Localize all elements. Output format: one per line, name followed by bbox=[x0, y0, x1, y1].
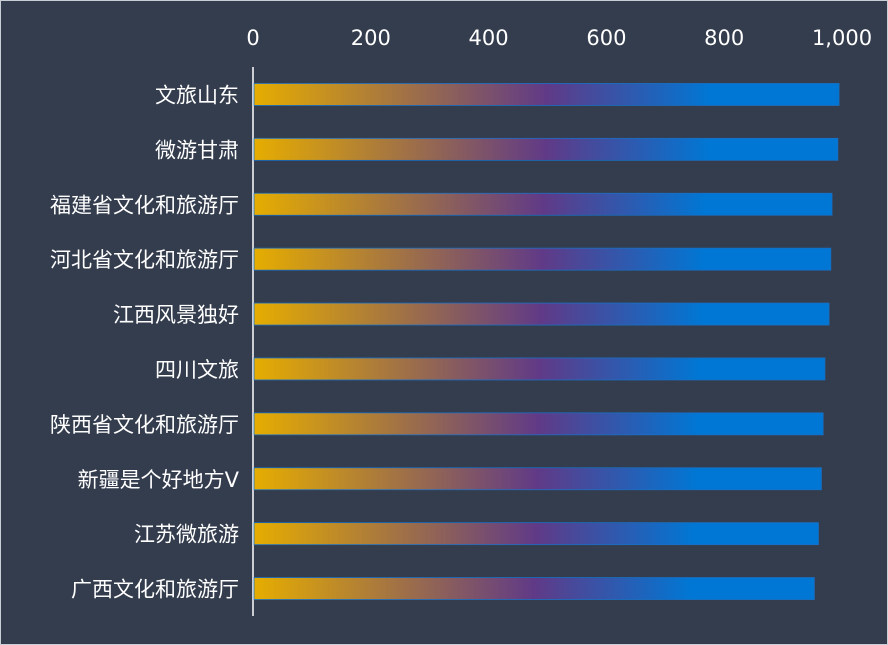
x-tick-label: 400 bbox=[469, 26, 509, 50]
category-label: 江苏微旅游 bbox=[134, 523, 239, 547]
x-tick-label: 600 bbox=[586, 26, 626, 50]
x-tick-label: 0 bbox=[246, 26, 259, 50]
category-labels: 文旅山东微游甘肃福建省文化和旅游厅河北省文化和旅游厅江西风景独好四川文旅陕西省文… bbox=[50, 83, 240, 601]
bar bbox=[253, 137, 839, 161]
x-axis-ticks: 0 200 400 600 800 1,000 bbox=[246, 26, 872, 50]
x-tick-label: 1,000 bbox=[812, 26, 872, 50]
category-label: 新疆是个好地方V bbox=[78, 468, 240, 492]
bar bbox=[253, 467, 822, 491]
bar bbox=[253, 83, 840, 106]
bar bbox=[253, 192, 833, 216]
bar bbox=[253, 302, 830, 326]
category-label: 微游甘肃 bbox=[155, 138, 239, 162]
category-label: 四川文旅 bbox=[155, 358, 239, 382]
category-label: 陕西省文化和旅游厅 bbox=[50, 413, 239, 437]
category-label: 河北省文化和旅游厅 bbox=[50, 248, 239, 272]
bar bbox=[253, 357, 826, 381]
bars bbox=[253, 83, 840, 600]
x-tick-label: 200 bbox=[351, 26, 391, 50]
x-tick-label: 800 bbox=[704, 26, 744, 50]
category-label: 江西风景独好 bbox=[113, 303, 239, 327]
bar bbox=[253, 577, 815, 600]
category-label: 文旅山东 bbox=[155, 83, 239, 107]
bar bbox=[253, 247, 832, 271]
category-label: 福建省文化和旅游厅 bbox=[50, 193, 239, 217]
bar bbox=[253, 522, 819, 546]
category-label: 广西文化和旅游厅 bbox=[71, 578, 239, 602]
bar bbox=[253, 412, 824, 436]
